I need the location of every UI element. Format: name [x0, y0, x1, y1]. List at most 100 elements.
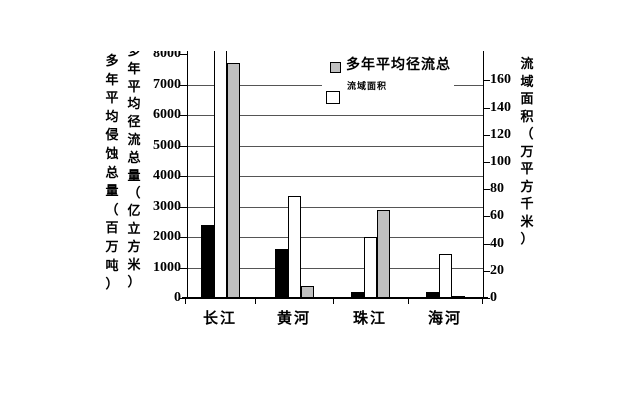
axis-title-char: 流	[520, 56, 534, 71]
category-label-3: 海河	[427, 311, 462, 327]
axis-title-char: 方	[520, 178, 534, 194]
left-tick-label-7000: 7000	[153, 77, 181, 92]
axis-title-char: 总	[127, 149, 141, 165]
right-tick-label-160: 160	[490, 72, 511, 87]
axis-title-char: 量	[127, 167, 141, 183]
left-tick-label-1000: 1000	[153, 260, 181, 275]
right-tick-label-40: 40	[490, 236, 504, 251]
category-label-0: 长江	[202, 311, 237, 327]
bar-area-1	[288, 196, 301, 298]
legend-label-area: 流域面积	[347, 81, 388, 91]
axis-title-char: 均	[105, 108, 119, 124]
axis-title-char: 千	[520, 196, 534, 211]
axis-title-char: 平	[105, 90, 119, 106]
right-tick-20	[484, 271, 490, 272]
legend: 多年平均径流总 流域面积	[322, 53, 454, 109]
left-tick-label-0: 0	[174, 290, 181, 305]
right-tick-label-100: 100	[490, 154, 511, 169]
top-crop-overlay	[0, 0, 640, 51]
right-tick-label-60: 60	[490, 208, 504, 223]
category-label-1: 黄河	[276, 311, 311, 327]
axis-title-char: ）	[127, 274, 141, 290]
axis-title-char: 平	[520, 161, 534, 176]
right-tick-label-20: 20	[490, 263, 504, 278]
axis-title-char: 域	[520, 73, 534, 89]
right-tick-120	[484, 135, 490, 136]
left-tick-label-6000: 6000	[153, 107, 181, 122]
axis-title-char: 万	[105, 238, 119, 254]
x-tick-3	[408, 299, 409, 304]
x-tick-1	[255, 299, 256, 304]
axis-title-char: 积	[520, 108, 534, 124]
bar-area-2	[364, 237, 377, 298]
left-axis-outer-title: 多年平均侵蚀总量 （ 百万吨 ）	[103, 52, 121, 294]
left-tick-label-2000: 2000	[153, 229, 181, 244]
axis-title-char: 径	[127, 114, 141, 130]
left-tick-6000	[180, 115, 187, 116]
axis-title-char: 亿	[127, 203, 141, 219]
gridline-1000	[188, 268, 483, 269]
axis-title-char: 流	[127, 131, 141, 147]
axis-title-char: 百	[105, 220, 119, 236]
right-tick-label-120: 120	[490, 127, 511, 142]
right-tick-60	[484, 216, 490, 217]
left-tick-4000	[180, 176, 187, 177]
left-axis-line	[187, 45, 188, 298]
axis-title-char: 平	[127, 78, 141, 94]
left-tick-0	[180, 298, 187, 299]
axis-title-char: 总	[105, 164, 119, 180]
axis-title-char: 均	[127, 96, 141, 112]
axis-title-char: 量	[105, 183, 119, 199]
bar-area-0	[214, 45, 227, 298]
axis-title-char: ）	[105, 276, 119, 292]
category-label-2: 珠江	[352, 311, 387, 327]
bar-erosion-0	[201, 225, 214, 298]
right-tick-40	[484, 244, 490, 245]
axis-title-char: 面	[520, 91, 534, 106]
left-tick-label-5000: 5000	[153, 138, 181, 153]
left-tick-8000	[180, 54, 187, 55]
gridline-6000	[188, 115, 483, 116]
right-tick-80	[484, 189, 490, 190]
bar-erosion-1	[275, 249, 288, 298]
gridline-2000	[188, 237, 483, 238]
left-tick-7000	[180, 85, 187, 86]
x-tick-2	[333, 299, 334, 304]
axis-title-char: 年	[127, 60, 141, 76]
legend-swatch-runoff-icon	[330, 62, 341, 73]
axis-title-char: （	[127, 185, 141, 201]
right-tick-140	[484, 108, 490, 109]
right-tick-label-80: 80	[490, 181, 504, 196]
left-tick-3000	[180, 207, 187, 208]
axis-title-char: 米	[520, 213, 534, 229]
x-tick-0	[185, 299, 186, 304]
right-tick-0	[484, 298, 490, 299]
axis-title-char: 万	[520, 143, 534, 159]
x-axis-line	[182, 297, 488, 299]
left-tick-2000	[180, 237, 187, 238]
right-axis-title: 流域面积 （ 万平方千米 ）	[518, 55, 536, 248]
left-tick-1000	[180, 268, 187, 269]
axis-title-char: 蚀	[105, 145, 119, 161]
bar-runoff-0	[227, 63, 240, 298]
legend-swatch-area-icon	[326, 91, 340, 104]
axis-title-char: 吨	[105, 257, 119, 273]
axis-title-char: 方	[127, 238, 141, 254]
gridline-5000	[188, 146, 483, 147]
gridline-3000	[188, 207, 483, 208]
axis-title-char: （	[105, 201, 119, 217]
left-tick-label-3000: 3000	[153, 199, 181, 214]
x-tick-4	[482, 299, 483, 304]
right-tick-label-0: 0	[490, 290, 497, 305]
right-axis-line	[483, 45, 484, 298]
axis-title-char: 米	[127, 256, 141, 272]
left-tick-label-4000: 4000	[153, 168, 181, 183]
axis-title-char: 侵	[105, 127, 119, 143]
right-tick-label-140: 140	[490, 100, 511, 115]
bar-area-3	[439, 254, 452, 298]
right-tick-100	[484, 162, 490, 163]
gridline-4000	[188, 176, 483, 177]
bar-runoff-2	[377, 210, 390, 298]
